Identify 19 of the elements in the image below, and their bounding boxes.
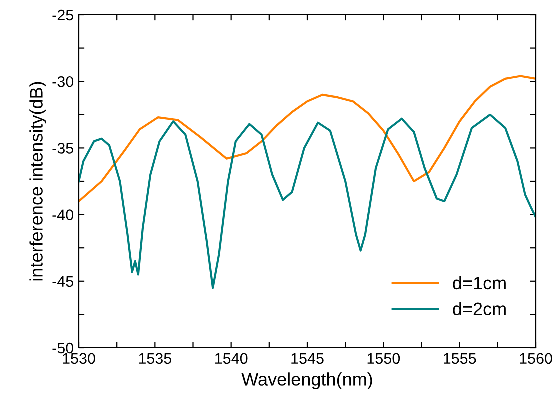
x-tick-label: 1535 bbox=[139, 353, 172, 364]
y-tick-label: -25 bbox=[52, 10, 74, 21]
legend-label: d=1cm bbox=[453, 276, 506, 290]
y-tick-label: -50 bbox=[52, 342, 74, 354]
line-series bbox=[79, 75, 536, 203]
y-tick-label: -35 bbox=[52, 143, 74, 154]
y-tick-label: -45 bbox=[52, 276, 74, 288]
legend-label: d=2cm bbox=[453, 302, 506, 316]
x-tick-label: 1530 bbox=[63, 353, 96, 364]
x-tick-label: 1560 bbox=[520, 353, 552, 364]
y-tick-label: -30 bbox=[52, 76, 74, 88]
x-tick-label: 1540 bbox=[216, 353, 248, 364]
x-tick-label: 1550 bbox=[368, 353, 400, 364]
y-axis-title: interference intensity(dB) bbox=[30, 82, 47, 281]
y-tick-label: -40 bbox=[52, 210, 74, 220]
line-series bbox=[79, 114, 536, 290]
x-axis-title: Wavelength(nm) bbox=[242, 372, 372, 390]
x-tick-label: 1555 bbox=[444, 353, 476, 364]
x-tick-label: 1545 bbox=[292, 353, 324, 364]
